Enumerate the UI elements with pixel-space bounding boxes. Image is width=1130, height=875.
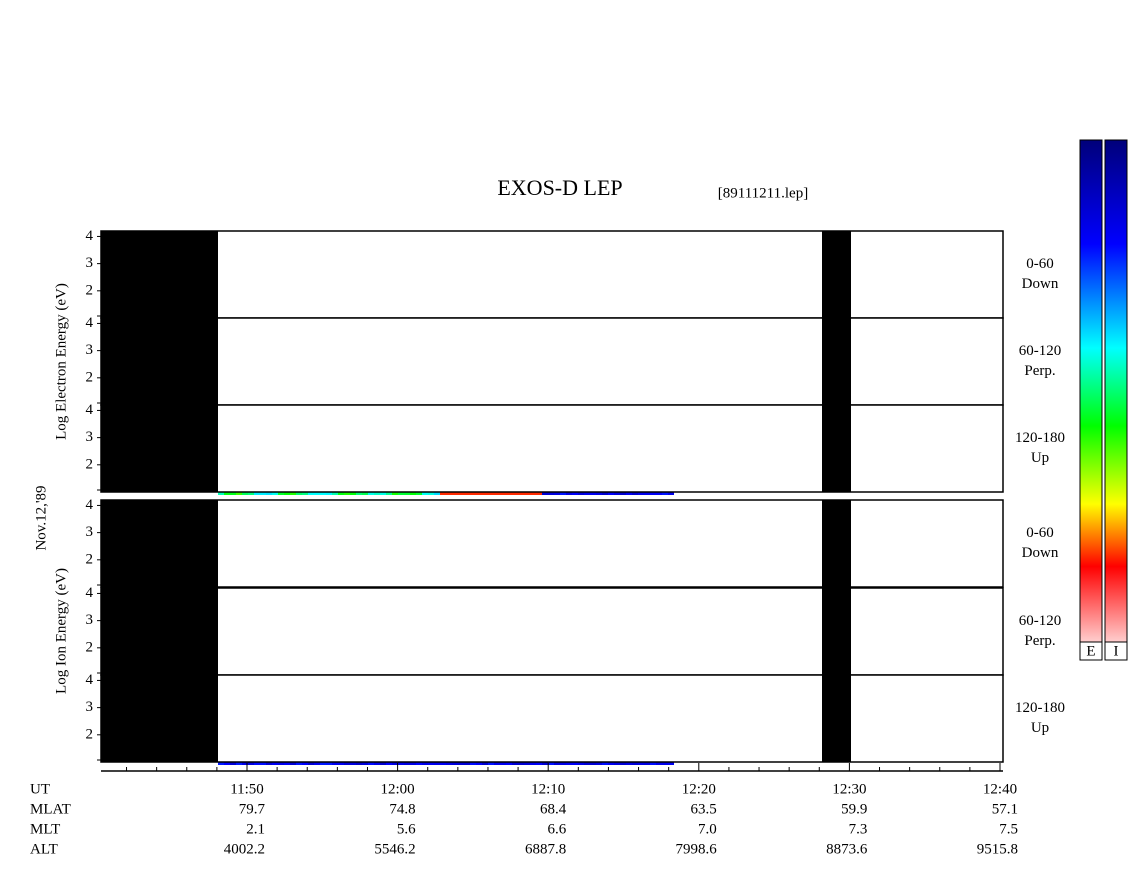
colorbar-label-box bbox=[1079, 641, 1103, 661]
colorbar-label: I bbox=[1114, 643, 1119, 659]
colorbar bbox=[1079, 139, 1103, 661]
colorbar-label-box bbox=[1104, 641, 1128, 661]
file-name: [89111211.lep] bbox=[718, 185, 808, 201]
title: EXOS-D LEP bbox=[497, 175, 622, 200]
colorbar bbox=[1104, 139, 1128, 661]
colorbar-label: E bbox=[1086, 643, 1095, 659]
date: Nov.12,'89 bbox=[33, 485, 49, 550]
